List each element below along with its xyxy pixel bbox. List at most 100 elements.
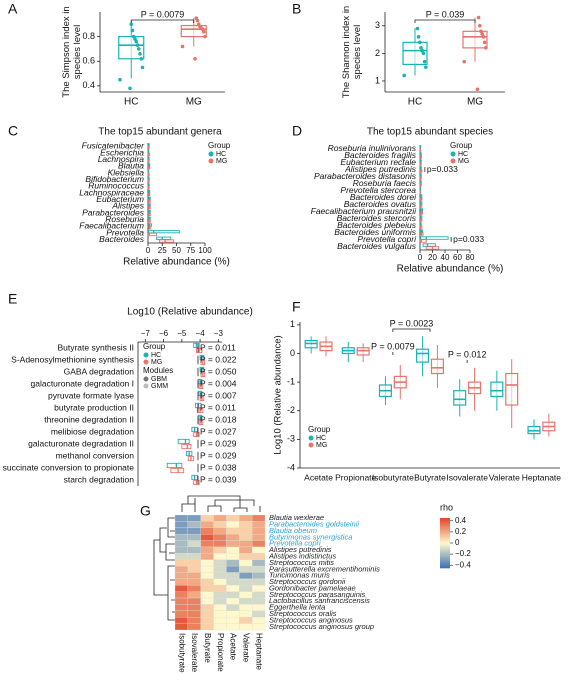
colorbar-step [440,538,450,540]
heatmap-cell [226,540,240,548]
x-tick-label: 40 [441,253,450,262]
heatmap-cell [213,527,227,535]
x-tick-label: 20 [428,253,437,262]
column-label: Butyrate [203,633,212,663]
x-tick-label: HC [408,97,422,108]
y-tick-label: Bacteroides plebeius [337,220,417,230]
heatmap-cell [174,534,189,541]
heatmap-cell [239,623,253,631]
x-tick-label: 25 [158,246,167,255]
y-tick-label: Ruminococcus [88,181,144,191]
y-tick-label: Fusicatenibacter [82,141,146,151]
heatmap-cell [239,527,253,535]
heatmap-cell [251,565,266,573]
box [422,243,437,247]
x-tick-label: −6 [159,329,169,338]
box [180,24,207,38]
heatmap-cell [200,527,214,535]
heatmap-cell [239,597,253,605]
p-label: P = 0.039 [200,474,237,484]
heatmap-cell [239,604,253,611]
point [128,86,132,91]
heatmap-cell [213,534,227,541]
colorbar-step [440,563,450,565]
heatmap-cell [226,559,240,567]
colorbar-step [440,554,450,556]
legend-swatch [143,352,149,358]
point [422,59,427,64]
row-label: Streptococcus gordonii [269,577,346,586]
panel-label: E [8,291,17,307]
colorbar-step [440,526,450,529]
heatmap-cell [251,623,266,631]
x-tick-label: Propionate [335,472,376,482]
heatmap-cell [174,565,189,573]
significance-bracket [130,19,195,23]
heatmap-cell [213,623,227,631]
heatmap-cell [226,623,240,631]
x-tick-label: 50 [172,246,181,255]
heatmap-cell [251,585,266,592]
heatmap-cell [174,585,189,592]
point [131,34,136,39]
y-tick-label: Prevotella copri [357,234,417,244]
heatmap-cell [213,610,227,618]
column-label: Heptanate [254,633,263,670]
colorbar-step [440,556,450,559]
heatmap-cell [200,610,214,618]
y-tick-label: Prevotella [106,227,144,237]
y-tick-label: 1 [375,75,380,85]
y-tick-label: 3 [375,20,380,30]
colorbar-step [440,566,450,569]
y-tick-label: Bifidobacterium [85,174,144,184]
colorbar-step [440,558,450,560]
heatmap-cell [251,559,266,567]
y-tick-label: Klebsiella [108,167,145,177]
p-label: P = 0.007 [200,390,237,400]
y-tick-label: galacturonate degradation I [31,378,135,388]
point [419,46,423,50]
heatmap-cell [200,546,214,554]
heatmap-cell [187,527,201,535]
row-label: Streptococcus anginosus [269,615,353,624]
colorbar-step [440,529,450,531]
legend-swatch [450,158,456,164]
heatmap-cell [174,617,189,624]
heatmap-cell [187,610,201,618]
heatmap-cell [213,604,227,611]
row-label: Blautia wexlerae [269,513,324,522]
y-tick-label: Bacteroides uniformis [334,227,416,237]
heatmap-cell [226,604,240,611]
heatmap-cell [226,617,240,624]
y-tick-label: Faecalibacterium prausnitzii [311,206,417,216]
colorbar-title: rho [440,502,453,512]
p-label: P = 0.022 [200,354,237,364]
p-label: P = 0.038 [200,462,237,472]
y-tick-label: starch degradation [64,474,135,484]
colorbar-step [440,533,450,535]
heatmap-cell [213,585,227,592]
colorbar-step [440,531,450,534]
y-axis-label: species level [72,25,83,79]
point [416,35,421,39]
p-label: P = 0.029 [200,438,237,448]
point [479,29,483,34]
heatmap-cell [200,559,214,567]
heatmap-cell [187,534,201,541]
colorbar-tick-label: 0.4 [455,516,467,525]
y-tick-label: butyrate production II [54,402,134,412]
heatmap-cell [239,578,253,586]
point [180,44,185,49]
row-label: Streptococcus oralis [269,609,337,618]
heatmap-cell [213,521,227,528]
point [418,40,422,45]
point [193,56,197,61]
legend-label: HC [151,352,161,359]
heatmap-cell [239,617,253,624]
y-tick-label: Roseburia inulinivorans [328,143,417,153]
y-tick-label: Roseburia [105,214,144,224]
chart-title: The top15 abundant genera [98,127,222,138]
point [476,15,481,20]
heatmap-cell [200,591,214,599]
colorbar-step [440,521,450,524]
